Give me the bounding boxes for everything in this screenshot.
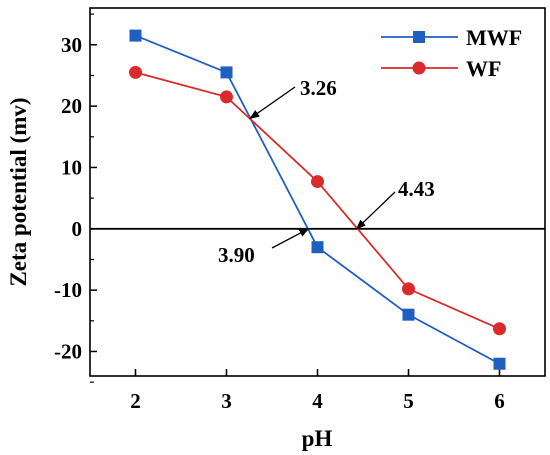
annotation-arrow	[250, 87, 295, 118]
data-point-wf	[493, 322, 506, 335]
data-point-wf	[220, 90, 233, 103]
data-point-wf	[402, 282, 415, 295]
series-line-wf	[136, 72, 500, 328]
data-point-wf	[311, 175, 324, 188]
y-tick-label: 10	[61, 155, 82, 179]
x-tick-label: 3	[221, 389, 232, 413]
x-axis-title: pH	[302, 426, 333, 451]
annotation-arrow	[357, 192, 395, 229]
y-tick-label: 0	[72, 217, 83, 241]
annotation-arrow	[272, 229, 308, 248]
data-point-mwf	[221, 66, 233, 78]
x-tick-label: 4	[312, 389, 323, 413]
data-point-mwf	[403, 309, 415, 321]
y-tick-label: -20	[54, 339, 82, 363]
annotation-label: 4.43	[398, 177, 435, 201]
data-point-mwf	[494, 358, 506, 370]
y-tick-label: 20	[61, 94, 82, 118]
annotation-label: 3.90	[218, 243, 255, 267]
legend-marker-mwf	[413, 31, 425, 43]
data-point-mwf	[312, 241, 324, 253]
legend-label-wf: WF	[466, 56, 501, 81]
data-point-mwf	[130, 30, 142, 42]
y-tick-label: 30	[61, 33, 82, 57]
x-tick-label: 6	[494, 389, 505, 413]
annotation-label: 3.26	[300, 76, 337, 100]
x-tick-label: 5	[403, 389, 414, 413]
y-axis-title: Zeta potential (mv)	[6, 97, 31, 286]
legend-label-mwf: MWF	[466, 25, 522, 50]
x-tick-label: 2	[130, 389, 141, 413]
y-tick-label: -10	[54, 278, 82, 302]
data-point-wf	[129, 66, 142, 79]
legend-marker-wf	[413, 62, 426, 75]
